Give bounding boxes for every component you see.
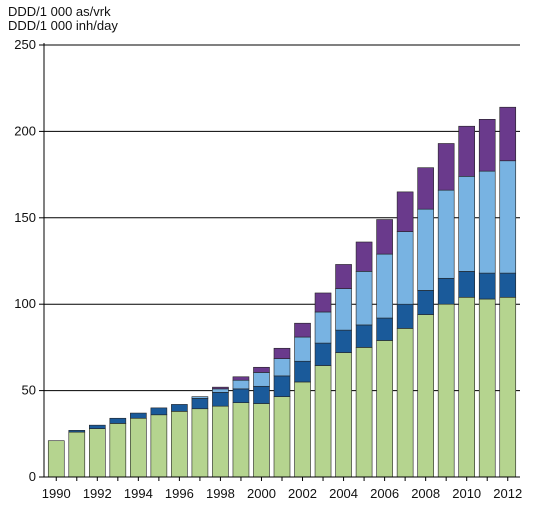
bar-2008-s2 [417,290,434,315]
y-tick-label-200: 200 [14,123,36,138]
bar-1993-s2 [109,417,127,424]
bar-2001-s1 [273,396,291,478]
bar-2010-s1 [458,296,475,478]
bar-1999-s2 [232,388,250,403]
bar-2009-s2 [437,277,455,305]
bar-1994-s2 [130,412,147,419]
bar-1995-s1 [150,414,168,478]
bar-1998-s2 [212,392,229,407]
bar-1998-s1 [212,405,229,478]
bar-2006-s4 [376,219,393,255]
x-tick-label-1990: 1990 [42,486,71,501]
bar-1992-s2 [89,424,106,429]
bar-2009-s4 [437,143,455,191]
bar-2012-s3 [499,160,517,274]
bar-2010-s2 [458,271,475,298]
bar-2002-s2 [294,360,311,383]
bar-2001-s4 [273,347,291,359]
bar-1996-s2 [171,404,188,412]
bar-2012-s1 [499,296,517,478]
bar-2001-s2 [273,375,291,397]
bar-2004-s2 [335,329,352,353]
bar-2005-s2 [355,324,373,348]
bar-2007-s1 [396,328,414,478]
x-tick-label-2004: 2004 [329,486,358,501]
bar-2003-s2 [314,342,332,366]
y-axis-label-en: DDD/1 000 inh/day [8,18,118,33]
bar-1995-s2 [150,407,168,416]
bar-1991-s2 [68,430,86,433]
bar-1998-s3 [212,388,229,393]
x-tick-label-1998: 1998 [206,486,235,501]
bar-2004-s1 [335,352,352,478]
bar-2003-s1 [314,365,332,478]
bar-2002-s4 [294,322,311,338]
x-tick-label-2008: 2008 [411,486,440,501]
bar-1999-s3 [232,379,250,390]
x-tick-label-1996: 1996 [165,486,194,501]
bar-2000-s4 [253,366,270,373]
bar-2006-s2 [376,317,393,341]
x-tick-label-2006: 2006 [370,486,399,501]
bar-2010-s3 [458,176,475,272]
bar-2002-s1 [294,381,311,478]
y-axis-label-fi: DDD/1 000 as/vrk [8,4,111,19]
bar-1990-s1 [47,440,65,478]
bar-2006-s3 [376,253,393,319]
bar-2011-s2 [478,272,496,300]
bar-2005-s1 [355,347,373,478]
bar-1999-s4 [232,376,250,381]
bar-2009-s3 [437,189,455,279]
bar-2009-s1 [437,303,455,478]
bar-2008-s4 [417,167,434,210]
bar-2011-s1 [478,298,496,478]
bar-2005-s3 [355,271,373,326]
y-tick-label-50: 50 [22,383,36,398]
bar-1993-s1 [109,423,127,478]
bar-2008-s3 [417,208,434,291]
y-tick-label-0: 0 [29,469,36,484]
bar-2007-s4 [396,191,414,232]
bar-2000-s2 [253,385,270,404]
bar-2005-s4 [355,241,373,272]
x-tick-label-1994: 1994 [124,486,153,501]
bar-2007-s3 [396,231,414,305]
bar-1996-s1 [171,411,188,478]
bar-2011-s4 [478,119,496,172]
bar-1992-s1 [89,428,106,478]
bar-2008-s1 [417,314,434,478]
bar-2004-s4 [335,264,352,289]
bar-2002-s3 [294,336,311,362]
y-tick-label-250: 250 [14,37,36,52]
bar-2003-s4 [314,292,332,313]
x-tick-label-1992: 1992 [83,486,112,501]
bar-2011-s3 [478,170,496,274]
bar-2000-s1 [253,403,270,478]
bar-2001-s3 [273,358,291,377]
bar-2006-s1 [376,340,393,478]
bar-1997-s2 [191,398,209,410]
y-tick-label-100: 100 [14,296,36,311]
bar-2010-s4 [458,125,475,177]
x-tick-label-2010: 2010 [452,486,481,501]
bar-2003-s3 [314,311,332,344]
bar-1997-s1 [191,408,209,478]
bar-2012-s4 [499,106,517,162]
bar-2012-s2 [499,272,517,298]
bar-2000-s3 [253,372,270,387]
bar-1997-s3 [191,396,209,399]
bar-2007-s2 [396,303,414,329]
x-tick-label-2012: 2012 [493,486,522,501]
bar-1998-s4 [212,386,229,390]
bar-1999-s1 [232,402,250,478]
bar-2004-s3 [335,288,352,331]
x-tick-label-2002: 2002 [288,486,317,501]
bar-1994-s1 [130,417,147,478]
y-tick-label-150: 150 [14,210,36,225]
x-tick-label-2000: 2000 [247,486,276,501]
bar-1991-s1 [68,431,86,478]
